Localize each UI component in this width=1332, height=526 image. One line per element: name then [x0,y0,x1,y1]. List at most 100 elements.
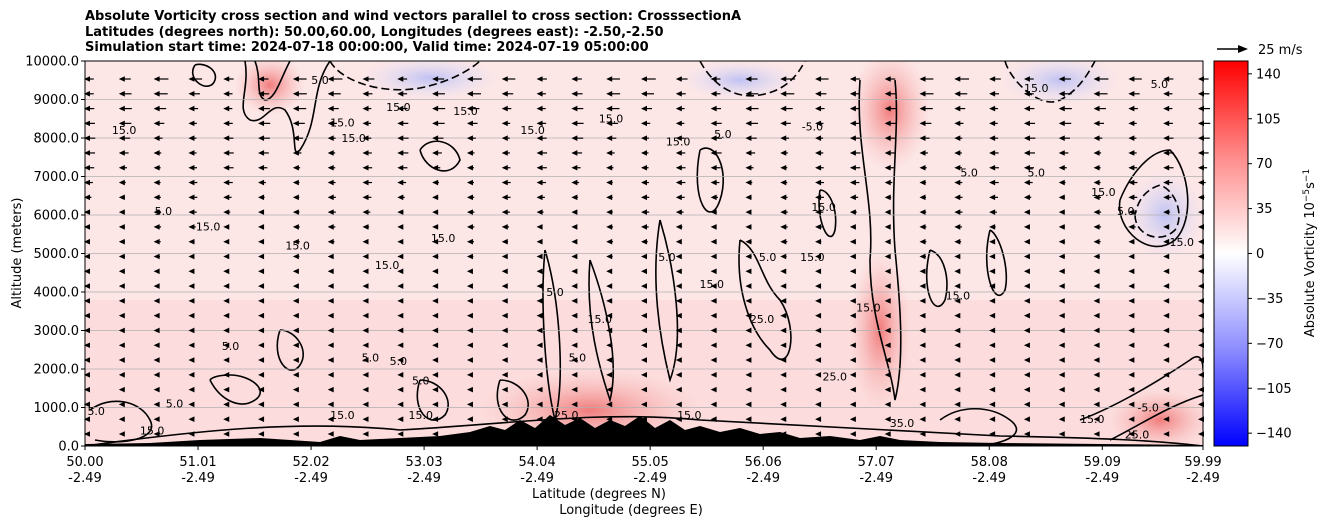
wind-arrow [501,209,511,215]
wind-arrow [641,386,647,393]
wind-arrow [1093,164,1101,171]
wind-arrow [501,179,511,186]
wind-arrow [919,372,926,378]
wind-arrow [815,431,822,437]
wind-arrow [258,238,265,245]
wind-arrow [919,342,926,349]
wind-arrow [292,164,301,171]
wind-arrow [815,238,822,245]
wind-arrow [1058,179,1066,186]
wind-arrow [1093,431,1100,437]
wind-arrow [1093,194,1101,201]
wind-arrow [84,253,90,260]
wind-arrow [1128,312,1135,319]
wind-arrow [292,179,300,186]
wind-arrow [362,298,369,304]
wind-arrow [780,135,790,141]
wind-arrow [919,268,926,275]
wind-arrow [188,194,198,201]
wind-arrow [606,283,613,289]
wind-arrow [501,386,508,393]
wind-arrow [641,327,647,334]
wind-arrow [641,194,650,201]
wind-arrow [675,298,682,304]
wind-arrow [292,120,305,127]
wind-arrow [258,342,265,349]
contour-label: 15.0 [1169,236,1194,249]
wind-arrow [780,164,788,171]
wind-arrow [362,194,372,201]
wind-arrow [780,268,787,275]
wind-arrow [571,105,584,112]
wind-arrow [884,342,891,349]
wind-arrow [327,401,334,408]
wind-arrow [432,401,439,408]
wind-arrow [606,342,613,349]
wind-arrow [84,164,95,171]
wind-arrow [710,194,718,201]
wind-arrow [780,179,788,186]
wind-arrow [188,253,195,260]
wind-arrow [327,238,335,245]
wind-arrow [188,283,195,289]
wind-arrow [1163,90,1173,97]
wind-arrow [397,164,408,171]
wind-arrow [884,238,891,245]
wind-arrow [118,268,125,275]
wind-arrow [710,357,717,363]
wind-arrow [84,327,90,334]
x-axis-label-longitude: Longitude (degrees E) [559,503,703,518]
wind-arrow [1128,135,1137,141]
wind-arrow [432,194,439,201]
y-tick-label: 6000.0 [34,209,80,224]
wind-arrow [884,209,891,215]
contour-label: 15.0 [196,220,221,233]
wind-arrow [849,401,856,408]
wind-arrow [466,342,473,349]
wind-arrow [1163,431,1170,437]
wind-arrow [954,312,961,319]
wind-arrow [536,76,547,82]
wind-arrow [292,357,299,363]
contour-label: 15.0 [666,136,691,149]
wind-arrow [919,209,927,215]
wind-arrow [1128,342,1135,349]
wind-arrow [571,194,578,201]
wind-arrow [710,327,717,334]
wind-arrow [327,209,336,215]
wind-arrow [223,253,230,260]
wind-arrow [571,386,578,393]
wind-arrow [641,401,647,408]
wind-arrow [641,90,655,97]
wind-arrow [466,238,475,245]
wind-arrow [188,416,195,423]
x-tick-label-lon: -2.49 [972,471,1006,486]
wind-arrow [258,298,265,304]
wind-arrow [501,401,508,408]
wind-arrow [849,431,856,437]
wind-arrow [641,238,648,245]
wind-arrow [989,120,998,127]
wind-arrow [1163,209,1171,215]
wind-arrow [1163,224,1170,230]
wind-arrow [118,327,125,334]
wind-arrow [466,194,475,201]
wind-arrow [153,416,160,423]
x-tick-label-lat: 53.03 [405,455,442,470]
x-tick-label-lon: -2.49 [1085,471,1119,486]
wind-arrow [641,253,647,260]
wind-arrow [571,90,583,97]
y-tick-label: 0.0 [58,440,79,455]
wind-arrow [397,416,404,423]
wind-arrow [536,224,543,230]
wind-arrow [641,372,647,378]
wind-arrow [919,179,927,186]
wind-arrow [710,224,717,230]
wind-arrow [571,357,578,363]
wind-arrow [641,105,652,112]
wind-arrow [84,401,90,408]
contour-label: 5.0 [311,74,329,87]
wind-arrow [745,416,752,423]
wind-arrow [84,194,92,201]
wind-arrow [362,416,369,423]
